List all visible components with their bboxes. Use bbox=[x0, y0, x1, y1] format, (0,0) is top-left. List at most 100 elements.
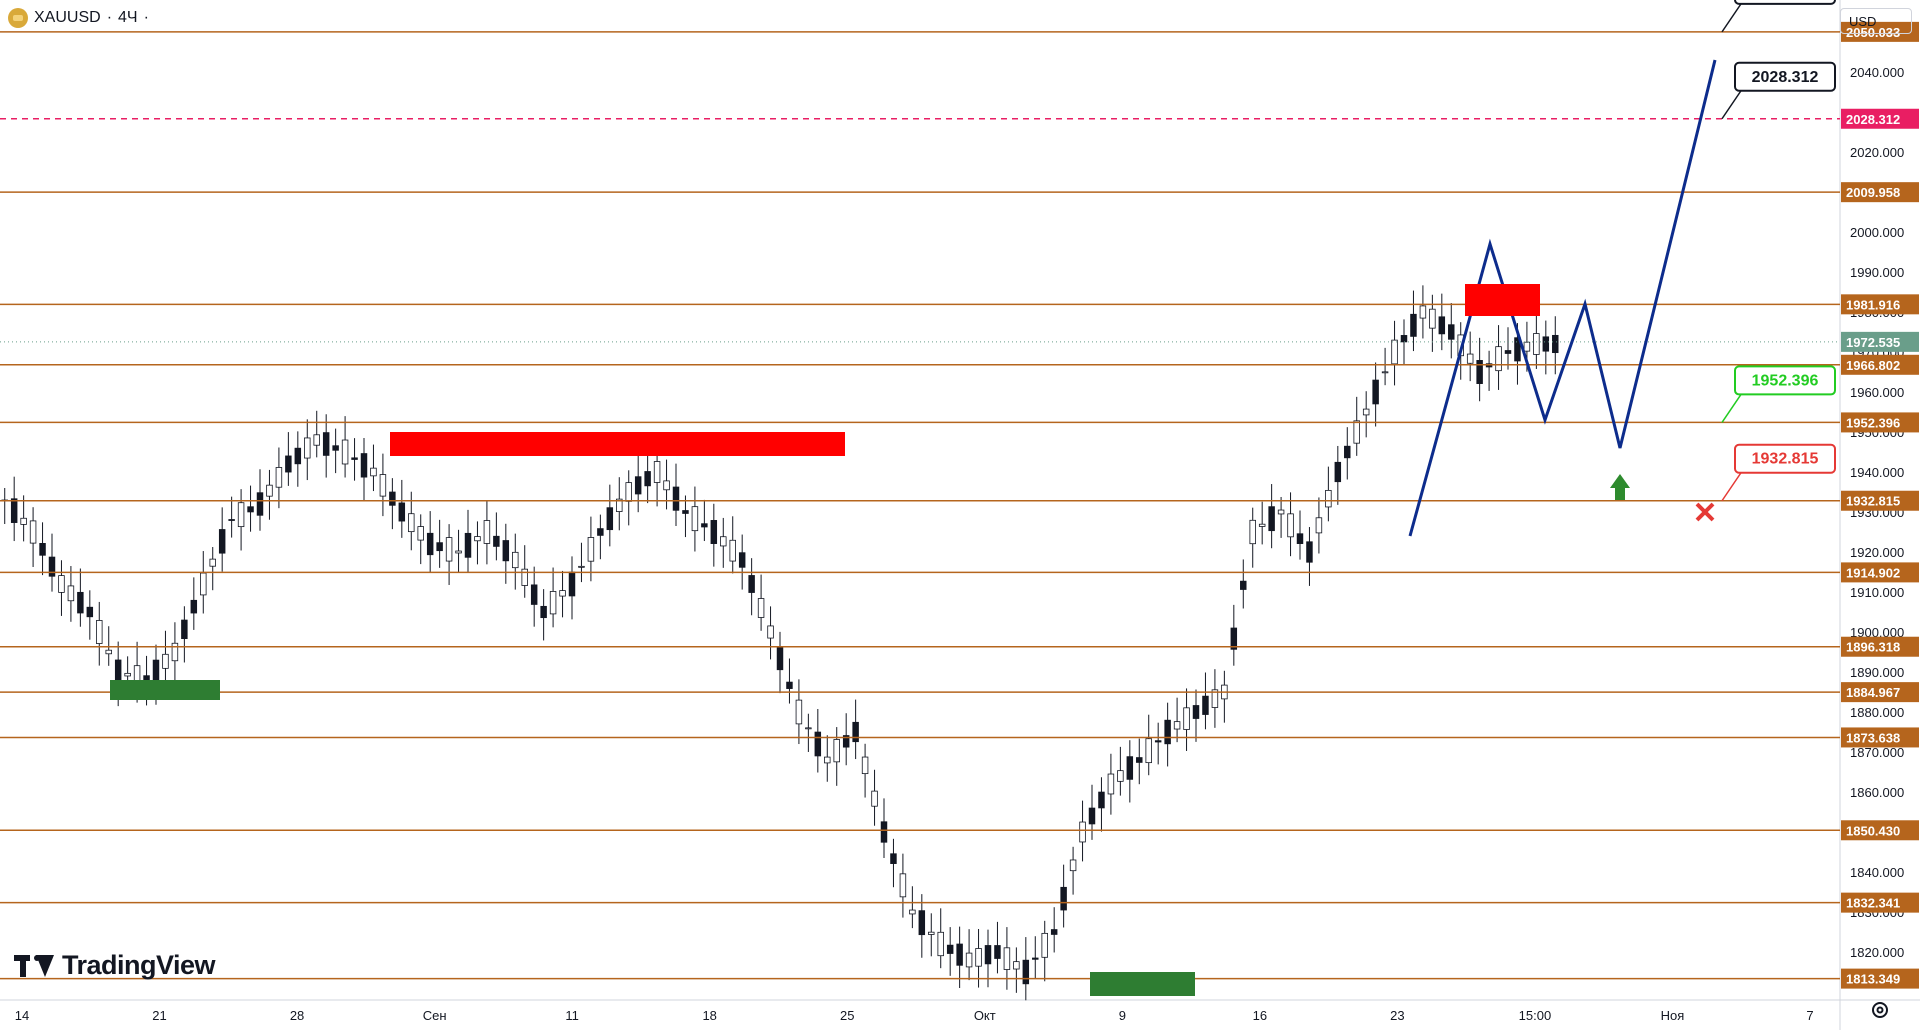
candle bbox=[890, 853, 897, 864]
candle bbox=[10, 498, 18, 523]
x-tick-label: 7 bbox=[1806, 1008, 1813, 1023]
candle bbox=[218, 529, 226, 554]
candle bbox=[842, 735, 850, 748]
candle bbox=[1466, 353, 1474, 364]
candle bbox=[162, 653, 169, 669]
candle bbox=[474, 536, 481, 542]
callout-text: 1932.815 bbox=[1752, 451, 1819, 468]
candle bbox=[1400, 335, 1408, 343]
candle bbox=[691, 506, 699, 532]
candle bbox=[634, 476, 642, 495]
candle bbox=[805, 727, 812, 730]
candle bbox=[171, 642, 179, 662]
candle bbox=[757, 598, 765, 618]
candle bbox=[445, 537, 453, 562]
y-tick-label: 1870.000 bbox=[1850, 745, 1904, 760]
candle bbox=[1504, 350, 1512, 354]
level-price-tag bbox=[1841, 892, 1919, 913]
up-arrow-stem bbox=[1615, 488, 1625, 500]
y-tick-label: 1840.000 bbox=[1850, 865, 1904, 880]
supply-zone bbox=[390, 432, 845, 456]
candle bbox=[559, 590, 566, 597]
candle bbox=[578, 565, 585, 568]
candle bbox=[1287, 513, 1294, 538]
candle bbox=[313, 434, 320, 446]
x-tick-label: 14 bbox=[15, 1008, 29, 1023]
candle bbox=[1552, 334, 1559, 354]
candle bbox=[1438, 316, 1446, 335]
level-price-label: 1981.916 bbox=[1846, 297, 1900, 312]
candle bbox=[530, 584, 538, 605]
candle bbox=[729, 539, 736, 562]
candle bbox=[1325, 489, 1332, 508]
level-price-tag bbox=[1841, 820, 1919, 841]
x-tick-label: 15:00 bbox=[1519, 1008, 1552, 1023]
candle bbox=[1391, 339, 1398, 365]
candle bbox=[247, 506, 254, 513]
y-tick-label: 1890.000 bbox=[1850, 665, 1904, 680]
tradingview-mark-icon bbox=[14, 954, 54, 977]
candle bbox=[464, 532, 472, 558]
y-tick-label: 2000.000 bbox=[1850, 225, 1904, 240]
candle bbox=[124, 672, 131, 677]
candle bbox=[96, 620, 103, 644]
level-price-tag bbox=[1841, 108, 1919, 129]
candle bbox=[1315, 517, 1323, 534]
candle bbox=[1542, 336, 1550, 352]
candle bbox=[1277, 509, 1285, 515]
candle bbox=[1249, 519, 1256, 545]
candle bbox=[1353, 420, 1360, 444]
candle bbox=[1173, 721, 1181, 730]
level-price-label: 1832.341 bbox=[1846, 896, 1900, 911]
level-price-label: 2028.312 bbox=[1846, 112, 1900, 127]
candle bbox=[1230, 627, 1238, 650]
level-price-label: 1813.349 bbox=[1846, 972, 1900, 987]
candle bbox=[29, 520, 37, 544]
candle bbox=[909, 909, 916, 915]
candle bbox=[209, 558, 216, 567]
candle bbox=[1381, 371, 1389, 374]
x-tick-label: 16 bbox=[1253, 1008, 1267, 1023]
candle bbox=[814, 731, 822, 757]
gold-coin-icon bbox=[8, 8, 28, 28]
candle bbox=[1202, 695, 1209, 715]
currency-button[interactable]: USD bbox=[1840, 8, 1912, 34]
y-tick-label: 1880.000 bbox=[1850, 705, 1904, 720]
candle bbox=[1117, 770, 1124, 782]
candle bbox=[1296, 533, 1304, 544]
candle bbox=[965, 952, 973, 968]
candle bbox=[1344, 445, 1351, 459]
settings-gear-icon[interactable] bbox=[1870, 1000, 1890, 1020]
timeframe-label[interactable]: 4Ч bbox=[118, 9, 138, 26]
candle bbox=[776, 647, 784, 671]
candle bbox=[266, 484, 273, 497]
candle bbox=[937, 931, 944, 957]
candle bbox=[1476, 360, 1483, 384]
candle bbox=[748, 575, 755, 593]
candle bbox=[1334, 461, 1342, 483]
candle bbox=[483, 520, 491, 544]
candle bbox=[606, 507, 614, 531]
level-price-label: 1850.430 bbox=[1846, 823, 1900, 838]
candle bbox=[351, 457, 358, 460]
y-tick-label: 1820.000 bbox=[1850, 945, 1904, 960]
candle bbox=[616, 498, 623, 512]
candle bbox=[1268, 506, 1275, 532]
candle bbox=[370, 467, 377, 477]
candle bbox=[1419, 305, 1427, 319]
candle bbox=[1258, 523, 1266, 527]
candle bbox=[58, 575, 65, 593]
x-tick-label: Ноя bbox=[1661, 1008, 1685, 1023]
candle bbox=[256, 492, 264, 516]
forecast-path bbox=[1408, 59, 1717, 537]
level-price-label: 1896.318 bbox=[1846, 640, 1900, 655]
candle bbox=[1022, 959, 1030, 985]
symbol-header[interactable]: XAUUSD · 4Ч · bbox=[8, 8, 149, 28]
candle bbox=[672, 486, 680, 511]
candle bbox=[833, 739, 840, 763]
candle bbox=[341, 439, 349, 465]
candle bbox=[786, 681, 793, 689]
callout-box bbox=[1734, 61, 1836, 92]
